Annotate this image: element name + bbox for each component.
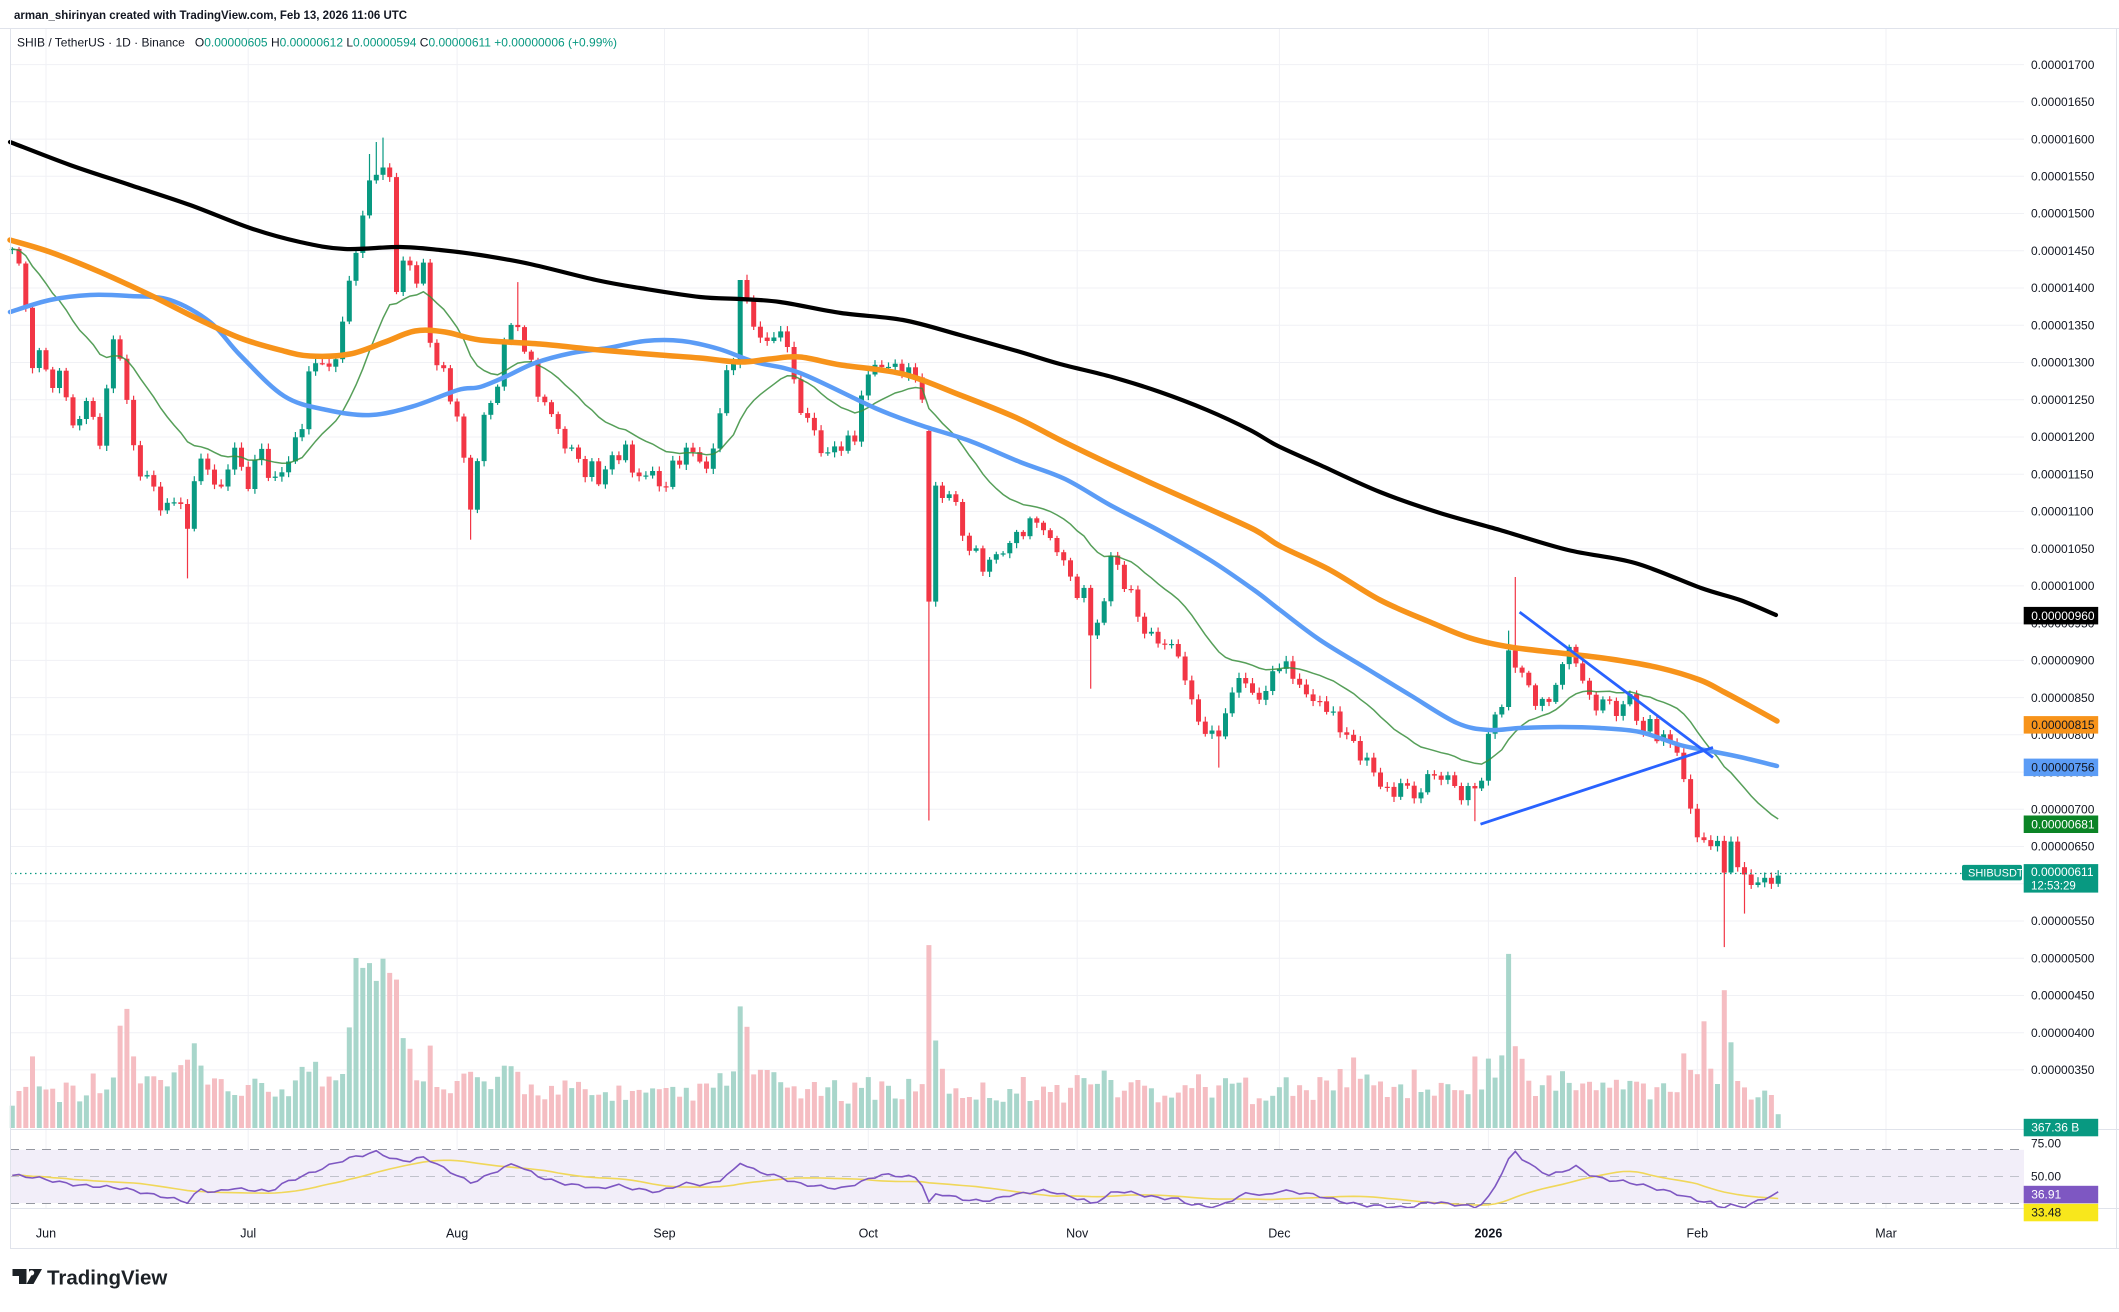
svg-text:0.00000350: 0.00000350 [2031,1063,2095,1077]
svg-text:Jul: Jul [240,1227,256,1241]
svg-text:Mar: Mar [1875,1227,1897,1241]
svg-text:0.00001600: 0.00001600 [2031,132,2095,146]
svg-text:0.00000815: 0.00000815 [2031,718,2095,732]
svg-text:0.00001650: 0.00001650 [2031,95,2095,109]
svg-text:12:53:29: 12:53:29 [2031,881,2076,893]
svg-text:0.00000850: 0.00000850 [2031,691,2095,705]
svg-text:TradingView: TradingView [47,1267,167,1290]
svg-text:0.00000450: 0.00000450 [2031,989,2095,1003]
svg-text:0.00000960: 0.00000960 [2031,609,2095,623]
svg-text:0.00001300: 0.00001300 [2031,356,2095,370]
svg-text:SHIBUSDT: SHIBUSDT [1968,867,2024,879]
svg-text:50.00: 50.00 [2031,1170,2061,1184]
svg-text:0.00001100: 0.00001100 [2031,505,2094,519]
svg-text:SHIB / TetherUS · 1D · Binance: SHIB / TetherUS · 1D · Binance O0.000006… [17,36,617,50]
svg-text:Feb: Feb [1687,1227,1709,1241]
svg-text:0.00001500: 0.00001500 [2031,207,2095,221]
svg-text:0.00000756: 0.00000756 [2031,761,2095,775]
svg-text:0.00001200: 0.00001200 [2031,430,2095,444]
svg-text:0.00001550: 0.00001550 [2031,170,2095,184]
svg-text:2026: 2026 [1474,1227,1502,1241]
svg-text:0.00001450: 0.00001450 [2031,244,2095,258]
svg-text:0.00000550: 0.00000550 [2031,914,2095,928]
svg-text:367.36 B: 367.36 B [2031,1121,2079,1135]
svg-text:Jun: Jun [36,1227,56,1241]
svg-text:0.00001700: 0.00001700 [2031,58,2095,72]
svg-text:Aug: Aug [446,1227,468,1241]
svg-text:0.00000400: 0.00000400 [2031,1026,2095,1040]
svg-text:0.00001250: 0.00001250 [2031,393,2095,407]
svg-text:0.00001350: 0.00001350 [2031,318,2095,332]
svg-text:Oct: Oct [859,1227,879,1241]
svg-text:0.00000700: 0.00000700 [2031,803,2095,817]
svg-text:arman_shirinyan created with T: arman_shirinyan created with TradingView… [14,10,407,22]
svg-text:36.91: 36.91 [2031,1188,2061,1202]
svg-text:0.00001150: 0.00001150 [2031,467,2094,481]
svg-text:0.00000500: 0.00000500 [2031,951,2095,965]
svg-text:Dec: Dec [1268,1227,1290,1241]
svg-text:0.00001000: 0.00001000 [2031,579,2095,593]
svg-text:0.00001050: 0.00001050 [2031,542,2095,556]
svg-text:33.48: 33.48 [2031,1206,2061,1220]
svg-text:0.00000681: 0.00000681 [2031,818,2095,832]
svg-text:0.00000900: 0.00000900 [2031,654,2095,668]
svg-text:0.00001400: 0.00001400 [2031,281,2095,295]
svg-text:Nov: Nov [1066,1227,1089,1241]
svg-text:0.00000611: 0.00000611 [2031,865,2094,879]
svg-text:0.00000650: 0.00000650 [2031,840,2095,854]
svg-text:Sep: Sep [653,1227,675,1241]
svg-text:75.00: 75.00 [2031,1136,2061,1150]
